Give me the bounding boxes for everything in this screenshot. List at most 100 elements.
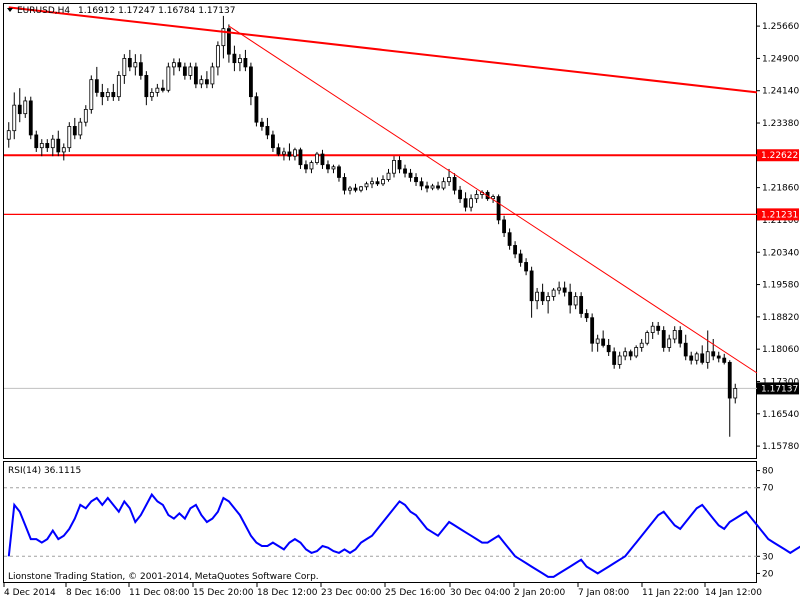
bullish-candle: [67, 126, 72, 149]
bearish-candle: [683, 342, 688, 357]
bearish-candle: [182, 66, 187, 76]
trendline[interactable]: [8, 6, 758, 94]
time-tick-label: 11 Jan 22:00: [642, 588, 699, 598]
bullish-candle: [370, 181, 374, 185]
time-tick-label: 8 Dec 16:00: [66, 588, 121, 598]
bearish-candle: [304, 164, 308, 170]
bearish-candle: [540, 291, 545, 302]
bearish-candle: [568, 291, 573, 306]
bullish-candle: [491, 196, 495, 200]
bullish-candle: [359, 186, 363, 191]
bearish-candle: [727, 361, 732, 399]
rsi-tick-label: 20: [762, 569, 774, 579]
bearish-candle: [271, 134, 275, 149]
bearish-candle: [463, 198, 468, 208]
price-tick-label: 1.16540: [762, 410, 799, 420]
bearish-candle: [17, 104, 22, 115]
rsi-tick-label: 80: [762, 467, 774, 477]
bullish-candle: [639, 342, 644, 348]
bearish-candle: [56, 138, 61, 153]
bearish-candle: [606, 344, 611, 353]
time-tick-label: 18 Dec 12:00: [257, 588, 318, 598]
bearish-candle: [254, 96, 259, 123]
time-tick-label: 23 Dec 00:00: [321, 588, 382, 598]
bearish-candle: [232, 53, 237, 64]
bullish-candle: [551, 289, 556, 297]
bearish-candle: [612, 351, 617, 365]
bearish-candle: [397, 160, 402, 170]
bearish-candle: [226, 28, 231, 55]
bullish-candle: [331, 166, 336, 170]
bearish-candle: [678, 330, 683, 344]
bullish-candle: [89, 79, 94, 110]
bullish-candle: [667, 338, 672, 348]
bearish-candle: [700, 353, 705, 363]
bullish-candle: [650, 325, 655, 333]
copyright-text: Lionstone Trading Station, © 2001-2014, …: [8, 572, 319, 582]
bearish-candle: [94, 79, 99, 93]
bullish-candle: [133, 62, 138, 68]
price-tick-label: 1.15780: [762, 442, 799, 452]
bearish-candle: [656, 325, 661, 331]
bullish-candle: [293, 149, 297, 157]
bearish-candle: [342, 177, 347, 191]
bearish-candle: [722, 357, 727, 363]
bullish-candle: [430, 185, 435, 189]
level-tag: [757, 149, 799, 162]
bearish-candle: [562, 287, 567, 293]
bearish-candle: [513, 245, 518, 255]
bearish-candle: [529, 270, 534, 302]
price-tick-label: 1.21860: [762, 184, 799, 194]
bullish-candle: [166, 66, 171, 91]
symbol-label: EURUSD,H4: [17, 6, 70, 16]
bullish-candle: [171, 62, 176, 68]
bearish-candle: [502, 219, 507, 234]
bearish-candle: [34, 134, 39, 149]
collapse-arrow-icon[interactable]: [7, 8, 13, 12]
bullish-candle: [474, 194, 479, 200]
bearish-candle: [260, 121, 264, 127]
bearish-candle: [193, 66, 198, 85]
bearish-candle: [458, 189, 462, 200]
time-tick-label: 4 Dec 2014: [4, 588, 56, 598]
bullish-candle: [149, 92, 154, 98]
bearish-candle: [100, 92, 105, 98]
rsi-tick-label: 30: [762, 552, 774, 562]
price-tick-label: 1.24140: [762, 87, 799, 97]
bearish-candle: [518, 253, 523, 263]
bearish-candle: [160, 87, 165, 91]
time-axis: 4 Dec 2014 8 Dec 16:00 11 Dec 08:00 15 Dec …: [3, 583, 762, 598]
bearish-candle: [711, 351, 716, 357]
bullish-candle: [23, 100, 28, 115]
bullish-candle: [733, 388, 738, 399]
bullish-candle: [348, 187, 352, 191]
bearish-candle: [138, 62, 143, 76]
price-axis: 1.256601.249001.241401.233801.226201.218…: [757, 22, 799, 452]
time-tick-label: 15 Dec 20:00: [193, 588, 254, 598]
bearish-candle: [320, 153, 325, 166]
bullish-candle: [221, 28, 226, 47]
bearish-candle: [425, 185, 429, 189]
bullish-candle: [535, 291, 540, 302]
rsi-label: RSI(14) 36.1115: [8, 466, 81, 476]
bullish-candle: [557, 287, 562, 291]
price-tick-label: 1.24900: [762, 54, 799, 64]
bullish-candle: [546, 296, 551, 302]
bearish-candle: [436, 185, 440, 189]
bearish-candle: [45, 143, 50, 149]
trendline[interactable]: [228, 25, 758, 374]
bullish-candle: [441, 181, 446, 189]
bearish-candle: [414, 177, 418, 183]
bullish-candle: [188, 66, 193, 76]
bullish-candle: [623, 351, 628, 357]
bullish-candle: [309, 162, 314, 170]
main-price-plot: [4, 6, 758, 437]
bearish-candle: [403, 168, 407, 174]
bearish-candle: [452, 177, 457, 191]
bearish-candle: [298, 149, 303, 166]
bearish-candle: [689, 355, 694, 361]
price-tick-label: 1.23380: [762, 119, 799, 129]
bullish-candle: [364, 183, 369, 188]
bullish-candle: [392, 160, 396, 174]
